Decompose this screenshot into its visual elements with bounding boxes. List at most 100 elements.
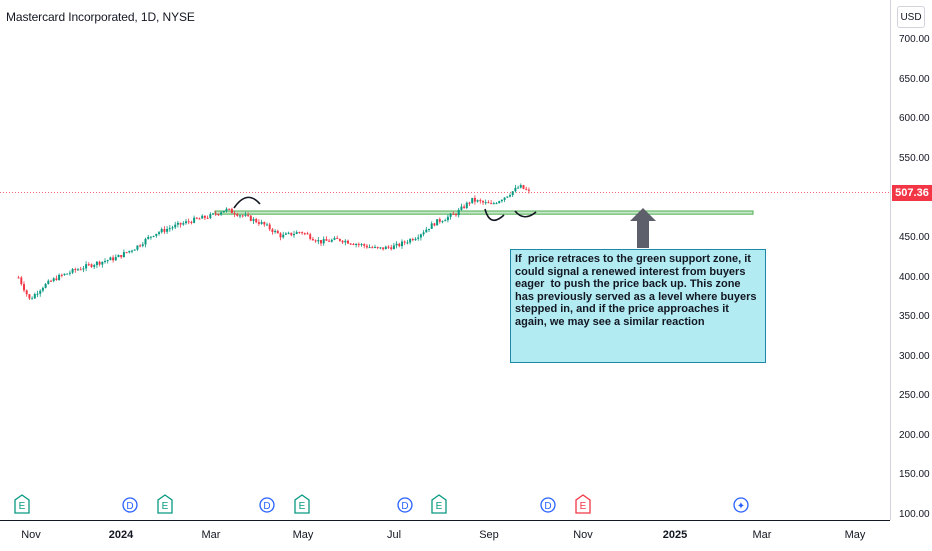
candle-body	[179, 222, 182, 225]
candle-body	[79, 269, 82, 271]
candle-body	[220, 212, 223, 215]
candle-body	[517, 187, 520, 189]
time-tick-label: Mar	[752, 529, 772, 541]
candle-body	[41, 287, 44, 291]
candle-body	[522, 185, 525, 189]
candle-body	[214, 213, 217, 215]
candle-body	[36, 293, 39, 295]
price-tick-label: 250.00	[899, 390, 930, 402]
candle-body	[252, 218, 255, 221]
earnings-upcoming-event-icon[interactable]: E	[575, 494, 591, 514]
candle-body	[263, 221, 266, 225]
candle-body	[66, 273, 69, 275]
candle-body	[282, 234, 285, 238]
candle-body	[50, 280, 53, 282]
earnings-event-icon[interactable]: E	[294, 494, 310, 514]
candle-body	[160, 229, 163, 233]
dividend-event-icon[interactable]: D	[259, 494, 275, 514]
candle-body	[255, 218, 258, 223]
earnings-event-icon[interactable]: E	[14, 494, 30, 514]
candle-body	[344, 240, 347, 243]
candle-body	[365, 245, 368, 248]
candle-body	[122, 252, 125, 258]
candle-body	[519, 185, 522, 188]
candle-body	[290, 232, 293, 236]
price-axis[interactable]: USD 700.00 650.00 600.00 550.00 450.00 400.00…	[890, 0, 932, 520]
time-tick-label: 2025	[662, 529, 688, 541]
price-tick-label: 450.00	[899, 231, 930, 243]
candle-body	[446, 216, 449, 221]
candle-body	[149, 236, 152, 238]
candle-body	[23, 284, 26, 291]
arrow-icon	[630, 208, 656, 248]
candle-body	[414, 238, 417, 241]
candle-body	[114, 257, 117, 261]
candle-body	[325, 239, 328, 241]
candle-body	[317, 240, 320, 242]
chart-plot-area[interactable]: Mastercard Incorporated, 1D, NYSE If pri…	[0, 0, 890, 520]
currency-button[interactable]: USD	[897, 6, 925, 28]
time-tick-label: Nov	[21, 529, 41, 541]
candle-body	[422, 232, 425, 235]
candle-body	[68, 272, 71, 274]
candle-body	[266, 224, 269, 226]
candle-body	[147, 236, 150, 239]
candle-body	[98, 261, 101, 265]
earnings-event-icon[interactable]: E	[431, 494, 447, 514]
dividend-event-icon[interactable]: D	[122, 494, 138, 514]
annotation-textbox[interactable]: If price retraces to the green support z…	[510, 249, 766, 363]
candle-body	[47, 280, 50, 284]
earnings-event-icon[interactable]: E	[157, 494, 173, 514]
candle-body	[428, 228, 431, 230]
candle-body	[500, 199, 503, 202]
candle-body	[436, 219, 439, 226]
dividend-event-icon[interactable]: D	[540, 494, 556, 514]
svg-text:✦: ✦	[737, 501, 745, 512]
time-tick-label: May	[844, 529, 866, 541]
candle-body	[185, 221, 188, 224]
candle-body	[392, 245, 395, 250]
split-event-icon[interactable]: ✦	[733, 494, 749, 514]
candle-body	[20, 277, 23, 285]
candle-body	[212, 213, 215, 215]
candle-body	[247, 214, 250, 216]
candle-body	[495, 203, 498, 205]
candle-body	[411, 239, 414, 241]
candle-body	[201, 215, 204, 219]
time-axis[interactable]: Nov 2024 Mar May Jul Sep Nov 2025 Mar May	[0, 520, 890, 551]
price-tick-label: 550.00	[899, 152, 930, 164]
price-tick-label: 650.00	[899, 73, 930, 85]
candle-body	[455, 214, 458, 216]
candle-body	[295, 232, 298, 235]
candle-body	[441, 221, 444, 223]
candle-body	[230, 208, 233, 214]
candle-body	[336, 237, 339, 239]
candle-body	[419, 234, 422, 238]
candle-body	[60, 274, 63, 276]
candle-body	[152, 235, 155, 237]
candle-body	[187, 221, 190, 223]
candle-body	[457, 209, 460, 216]
candle-body	[341, 240, 344, 243]
svg-text:D: D	[263, 501, 270, 512]
candle-body	[209, 214, 212, 218]
candle-body	[112, 257, 115, 261]
candle-body	[222, 210, 225, 213]
candle-body	[125, 252, 128, 254]
candle-body	[430, 223, 433, 229]
candle-body	[298, 232, 301, 234]
candle-body	[90, 264, 93, 267]
dividend-event-icon[interactable]: D	[397, 494, 413, 514]
candle-body	[109, 257, 112, 261]
candle-body	[228, 208, 231, 210]
last-price-badge: 507.36	[892, 184, 932, 201]
candle-body	[271, 229, 274, 233]
price-tick-label: 700.00	[899, 34, 930, 45]
price-tick-label: 400.00	[899, 271, 930, 283]
candle-body	[338, 238, 341, 241]
candle-body	[33, 294, 36, 299]
candle-body	[374, 246, 377, 248]
candle-body	[460, 206, 463, 210]
candle-body	[395, 243, 398, 246]
candle-body	[244, 214, 247, 216]
